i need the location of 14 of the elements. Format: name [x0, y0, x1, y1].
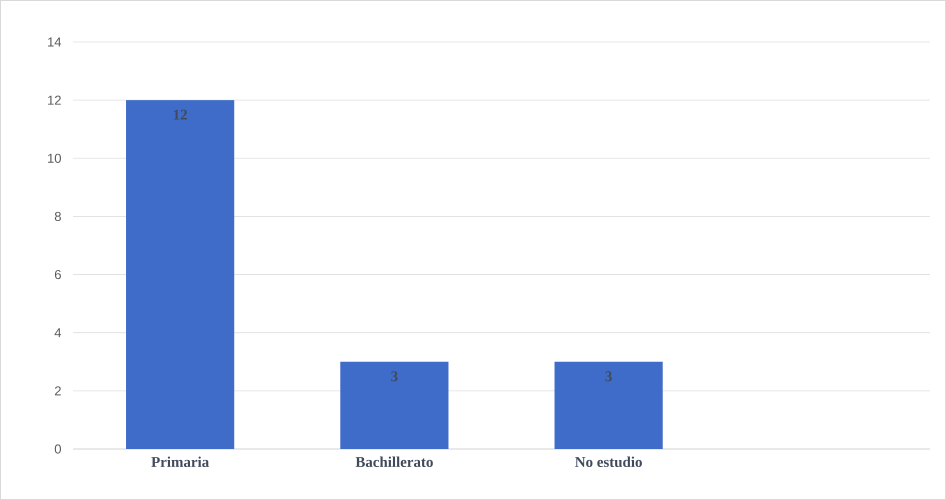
y-tick-label: 0: [54, 444, 61, 454]
data-label: 3: [391, 371, 398, 382]
data-label: 12: [174, 110, 187, 120]
y-tick-label: 2: [54, 386, 61, 396]
x-tick-label: Bachillerato: [356, 456, 433, 468]
data-label: 3: [605, 371, 612, 382]
y-tick-label: 8: [54, 212, 61, 222]
x-tick-label: No estudio: [575, 456, 642, 468]
y-tick-label: 6: [54, 270, 61, 280]
y-tick-label: 10: [48, 154, 61, 163]
y-tick-label: 4: [54, 328, 62, 338]
x-tick-label: Primaria: [151, 456, 209, 468]
y-tick-label: 14: [48, 38, 62, 46]
y-tick-label: 12: [48, 96, 61, 105]
